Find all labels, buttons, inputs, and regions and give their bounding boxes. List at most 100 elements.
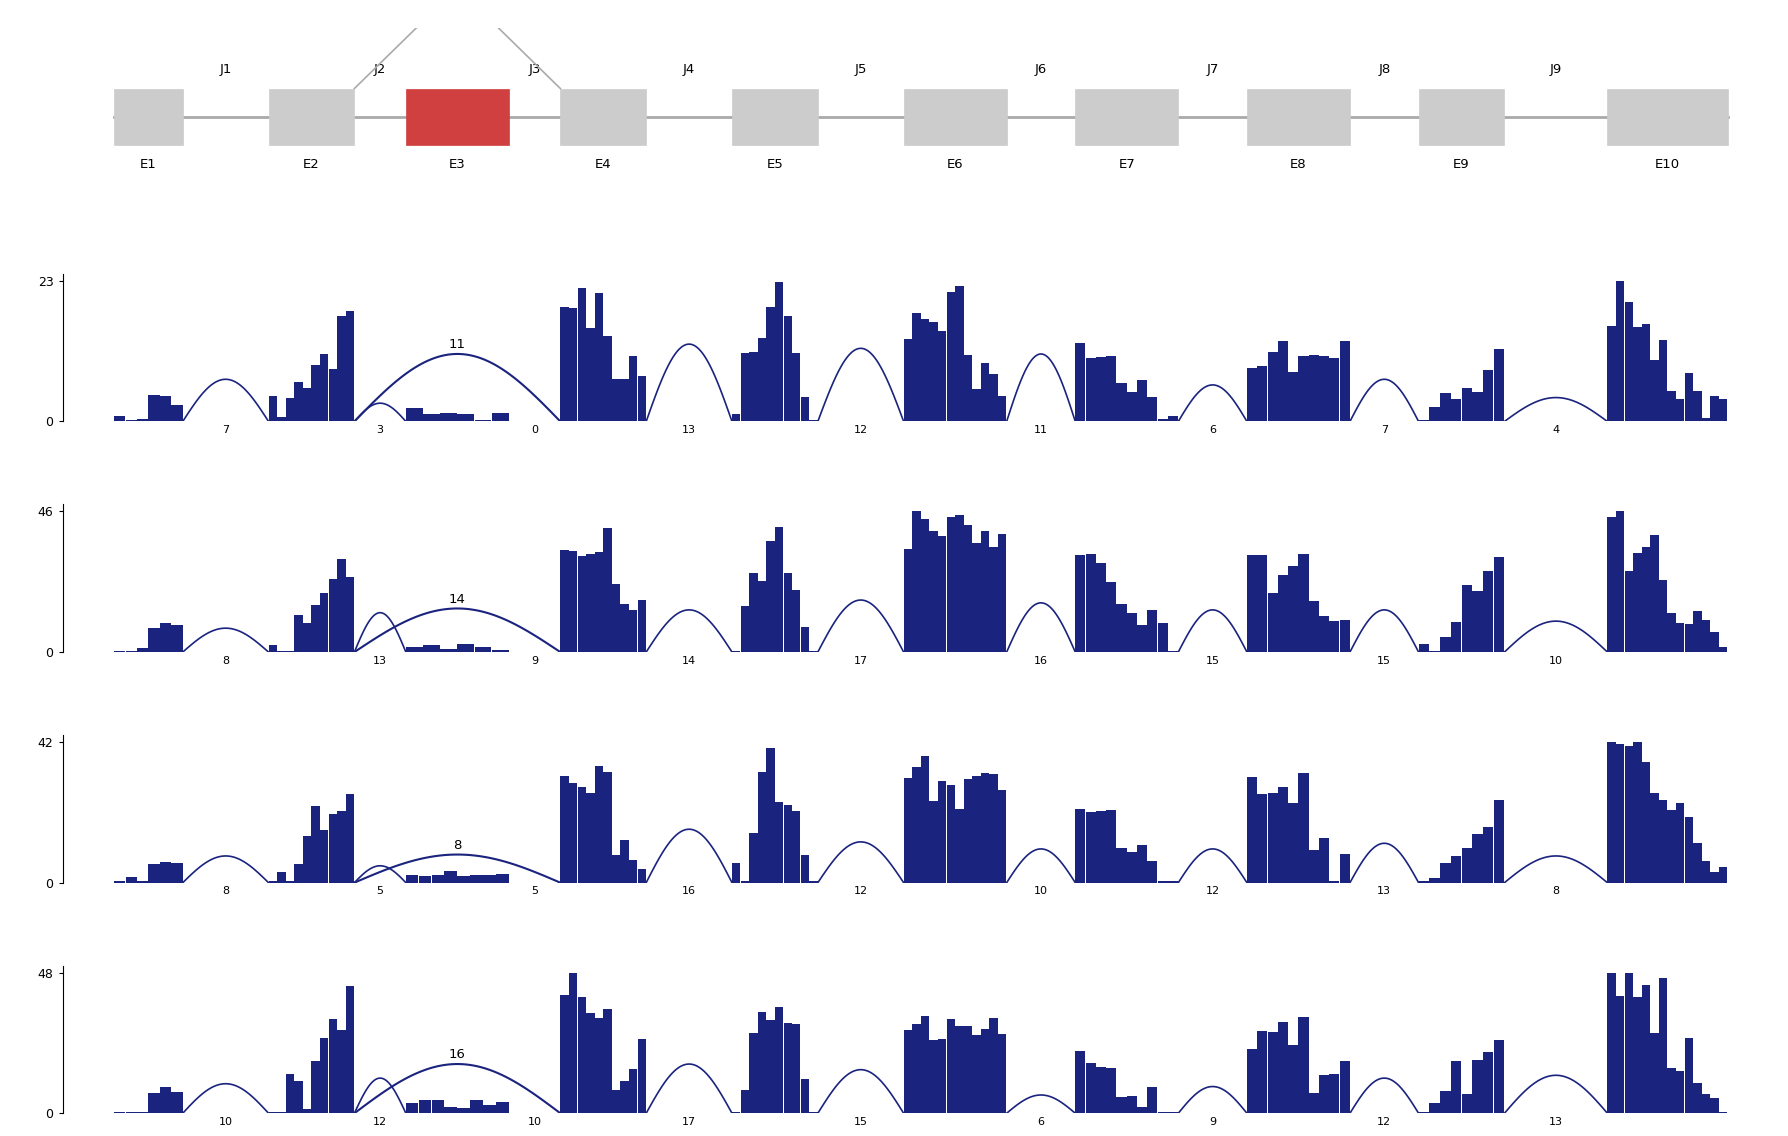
Bar	[474, 646, 492, 652]
Bar	[1246, 368, 1257, 421]
Bar	[1328, 358, 1339, 421]
Bar	[1668, 392, 1675, 421]
Bar	[810, 420, 817, 421]
Bar	[629, 610, 638, 652]
Text: 12: 12	[374, 1117, 388, 1127]
Bar	[1268, 1031, 1278, 1113]
Bar	[578, 556, 586, 652]
Text: 6: 6	[1209, 425, 1216, 435]
Bar	[1126, 392, 1137, 421]
Text: J9: J9	[1550, 62, 1563, 75]
Bar	[586, 1013, 595, 1113]
Bar	[792, 590, 801, 652]
Bar	[1309, 1093, 1320, 1113]
Bar	[758, 772, 767, 883]
Bar	[286, 651, 295, 652]
Bar	[125, 1112, 136, 1113]
Bar	[286, 882, 295, 883]
Text: 12: 12	[853, 886, 867, 896]
Bar	[998, 534, 1007, 652]
Bar	[148, 628, 159, 652]
Bar	[792, 1025, 801, 1113]
Bar	[1257, 554, 1268, 652]
Bar	[1148, 1087, 1157, 1113]
Bar	[277, 872, 286, 883]
Bar	[989, 546, 998, 652]
Bar	[1320, 1075, 1328, 1113]
Bar	[159, 396, 172, 421]
Bar	[998, 791, 1007, 883]
Bar	[1625, 570, 1632, 652]
Bar	[740, 1091, 749, 1113]
Bar	[1650, 1033, 1659, 1113]
Bar	[1137, 379, 1148, 421]
Text: 13: 13	[1377, 886, 1391, 896]
Bar	[595, 293, 603, 421]
Text: 14: 14	[681, 655, 696, 666]
Bar	[1339, 1061, 1350, 1113]
Bar	[338, 1030, 345, 1113]
Bar	[1616, 511, 1625, 652]
Text: E2: E2	[304, 158, 320, 172]
Bar	[903, 778, 912, 883]
Bar	[1126, 613, 1137, 652]
Text: J4: J4	[683, 62, 696, 75]
Bar	[311, 807, 320, 883]
Bar	[329, 369, 338, 421]
Bar	[277, 1112, 286, 1113]
Bar	[921, 1016, 930, 1113]
Bar	[578, 289, 586, 421]
Bar	[620, 841, 629, 883]
Bar	[1702, 861, 1711, 883]
Bar	[1472, 591, 1482, 652]
Text: 11: 11	[449, 339, 467, 351]
Bar	[268, 1112, 277, 1113]
Bar	[470, 876, 483, 883]
Bar	[483, 876, 495, 883]
Bar	[758, 339, 767, 421]
Bar	[611, 1091, 620, 1113]
Text: 9: 9	[1209, 1117, 1216, 1127]
Bar	[964, 356, 973, 421]
Bar	[1246, 1049, 1257, 1113]
Bar	[973, 390, 982, 421]
Bar	[138, 418, 148, 421]
Bar	[1298, 1018, 1309, 1113]
Bar	[1718, 867, 1727, 883]
Bar	[1257, 794, 1268, 883]
Bar	[595, 766, 603, 883]
Text: 10: 10	[218, 1117, 232, 1127]
Bar	[1278, 1022, 1287, 1113]
Bar	[1650, 535, 1659, 652]
Bar	[912, 1024, 921, 1113]
Bar	[603, 772, 611, 883]
Bar	[1148, 610, 1157, 652]
Bar	[345, 577, 354, 652]
Bar	[1482, 370, 1493, 421]
Bar	[1493, 558, 1504, 652]
Bar	[114, 1112, 125, 1113]
Bar	[1107, 810, 1116, 883]
Bar	[973, 776, 982, 883]
Bar	[1632, 326, 1641, 421]
Bar	[1418, 1112, 1429, 1113]
Bar	[955, 809, 964, 883]
Bar	[1675, 1071, 1684, 1113]
Bar	[1246, 89, 1350, 145]
Bar	[955, 286, 964, 421]
Bar	[1257, 1030, 1268, 1113]
Bar	[939, 535, 946, 652]
Bar	[172, 1092, 182, 1113]
Bar	[783, 804, 792, 883]
Bar	[801, 1079, 810, 1113]
Bar	[620, 1081, 629, 1113]
Bar	[1616, 744, 1625, 883]
Bar	[1684, 817, 1693, 883]
Bar	[1641, 985, 1650, 1113]
Text: J8: J8	[1379, 62, 1391, 75]
Bar	[569, 972, 578, 1113]
Bar	[1257, 366, 1268, 421]
Bar	[569, 784, 578, 883]
Bar	[1659, 801, 1668, 883]
Text: 12: 12	[1377, 1117, 1391, 1127]
